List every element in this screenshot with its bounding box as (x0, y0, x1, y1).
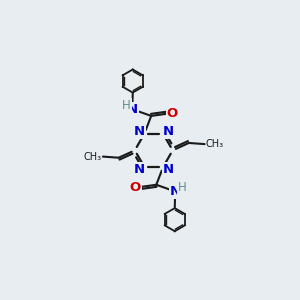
Text: N: N (170, 185, 181, 198)
Text: N: N (134, 163, 145, 176)
Text: O: O (167, 107, 178, 120)
Text: N: N (127, 103, 138, 116)
Text: N: N (163, 163, 174, 176)
Text: CH₃: CH₃ (206, 139, 224, 149)
Text: H: H (178, 181, 187, 194)
Text: N: N (163, 125, 174, 138)
Text: CH₃: CH₃ (83, 152, 101, 162)
Text: H: H (122, 99, 130, 112)
Text: N: N (134, 125, 145, 138)
Text: O: O (129, 181, 141, 194)
